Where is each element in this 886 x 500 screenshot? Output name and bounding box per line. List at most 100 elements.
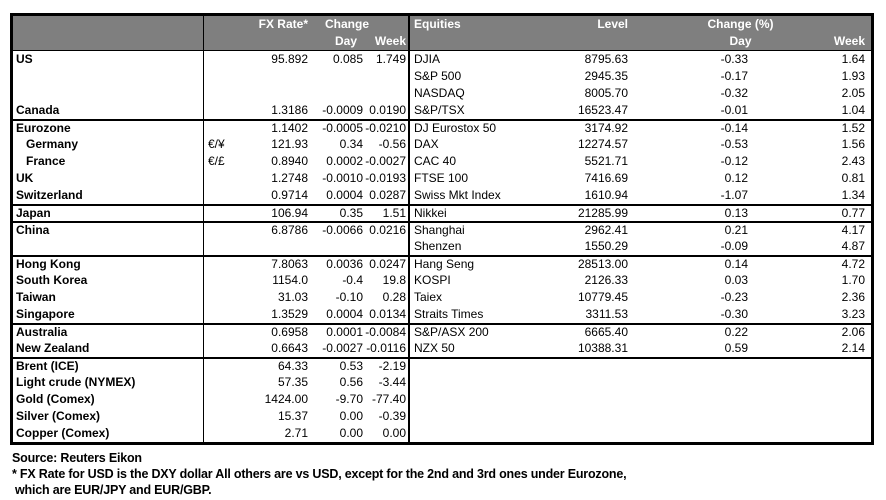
fx-row-label: South Korea xyxy=(13,272,204,289)
fx-row-label xyxy=(13,85,204,102)
fx-day-change-value: 0.0001 xyxy=(326,325,363,339)
currency-pair-symbol xyxy=(204,121,238,136)
equity-table-row: KOSPI 2126.33 0.03 1.70 xyxy=(410,272,871,289)
fx-table-row: Taiwan 31.03 -0.10 0.28 xyxy=(13,289,408,306)
fx-row-label: Brent (ICE) xyxy=(13,359,204,374)
equity-week-change-value xyxy=(748,374,871,391)
equity-table-row: Straits Times 3311.53 -0.30 3.23 xyxy=(410,306,871,323)
equities-table: Equities Level Change (%) Day Week DJIA … xyxy=(410,16,871,442)
fx-table-row xyxy=(13,85,408,102)
fx-table-row: Singapore 1.3529 0.0004 0.0134 xyxy=(13,306,408,323)
equity-week-change-value xyxy=(748,359,871,374)
equity-week-change-value: 2.36 xyxy=(841,290,865,304)
fx-table-row: South Korea 1154.0 -0.4 19.8 xyxy=(13,272,408,289)
equity-index-name: Nikkei xyxy=(414,206,447,220)
fx-week-change-value: -0.0116 xyxy=(366,341,406,355)
currency-pair-symbol xyxy=(204,408,238,425)
fx-change-column-header: Change xyxy=(324,17,369,31)
fx-table-body: US 95.892 0.085 1.749 Canada 1.3186 -0.0… xyxy=(13,51,408,442)
fx-day-change-value: 0.0004 xyxy=(326,188,363,202)
fx-week-change-value: 1.51 xyxy=(382,206,406,220)
fx-row-label: Japan xyxy=(13,206,204,221)
equity-index-name xyxy=(410,359,560,374)
equity-level-value: 3174.92 xyxy=(584,121,628,135)
fx-week-change-value xyxy=(363,68,408,85)
currency-pair-symbol xyxy=(204,325,238,340)
fx-week-change-value: -0.0084 xyxy=(365,325,406,339)
fx-header-blank xyxy=(13,16,204,33)
fx-rate-footnote: * FX Rate for USD is the DXY dollar All … xyxy=(12,467,627,481)
fx-rate-value: 2.71 xyxy=(284,426,308,440)
equity-table-row: Nikkei 21285.99 0.13 0.77 xyxy=(410,204,871,221)
fx-rate-value: 1.3186 xyxy=(271,103,308,117)
fx-week-change-value xyxy=(363,85,408,102)
equity-level-value: 2962.41 xyxy=(584,223,628,237)
equity-index-name xyxy=(410,374,560,391)
equity-table-row: Shanghai 2962.41 0.21 4.17 xyxy=(410,221,871,238)
equity-day-change-value xyxy=(628,425,748,442)
equity-index-name: CAC 40 xyxy=(414,154,457,168)
fx-rate-value: 57.35 xyxy=(277,375,308,389)
equity-table-row: S&P 500 2945.35 -0.17 1.93 xyxy=(410,68,871,85)
fx-row-label: Light crude (NYMEX) xyxy=(13,374,204,391)
currency-pair-symbol xyxy=(204,425,238,442)
equity-index-name: DAX xyxy=(414,137,439,151)
fx-day-change-value xyxy=(308,85,363,102)
equity-level-value xyxy=(560,408,628,425)
fx-week-change-value: -0.39 xyxy=(378,409,406,423)
equity-day-change-value: 0.22 xyxy=(724,325,748,339)
fx-rate-column-header: FX Rate* xyxy=(258,17,308,31)
equity-level-value: 21285.99 xyxy=(577,206,628,220)
equity-week-change-value: 1.34 xyxy=(841,188,865,202)
change-pct-column-header: Change (%) xyxy=(707,17,774,31)
fx-rate-value: 0.6958 xyxy=(271,325,308,339)
equity-week-change-value: 0.77 xyxy=(841,206,865,220)
equity-index-name: Swiss Mkt Index xyxy=(414,188,501,202)
equity-index-name xyxy=(410,408,560,425)
equity-table-row: Hang Seng 28513.00 0.14 4.72 xyxy=(410,255,871,272)
fx-day-change-value: 0.53 xyxy=(339,359,363,373)
fx-week-change-value: 19.8 xyxy=(382,273,406,287)
currency-pair-symbol xyxy=(204,102,238,119)
equity-level-value xyxy=(560,425,628,442)
equity-day-change-value: -0.09 xyxy=(720,239,748,253)
equity-table-row xyxy=(410,425,871,442)
fx-row-label: New Zealand xyxy=(13,340,204,357)
equity-table-row xyxy=(410,374,871,391)
fx-rate-footnote-cont: which are EUR/JPY and EUR/GBP. xyxy=(15,483,212,497)
equity-week-change-value: 2.05 xyxy=(841,86,865,100)
currency-pair-symbol xyxy=(204,223,238,238)
fx-rate-value: 6.8786 xyxy=(271,223,308,237)
fx-rate-value: 121.93 xyxy=(271,137,308,151)
fx-day-change-value: -9.70 xyxy=(335,392,363,406)
equity-index-name: NASDAQ xyxy=(414,86,465,100)
fx-day-change-value xyxy=(308,68,363,85)
equity-level-value: 7416.69 xyxy=(584,171,628,185)
equity-index-name: S&P/ASX 200 xyxy=(414,325,489,339)
equity-index-name: S&P/TSX xyxy=(414,103,465,117)
equities-column-header: Equities xyxy=(414,17,461,31)
fx-table-row xyxy=(13,238,408,255)
equity-index-name: S&P 500 xyxy=(414,69,462,83)
currency-pair-symbol xyxy=(204,306,238,323)
equity-table-row: FTSE 100 7416.69 0.12 0.81 xyxy=(410,170,871,187)
fx-week-change-value: 0.00 xyxy=(382,426,406,440)
fx-day-change-value: -0.10 xyxy=(335,290,363,304)
equities-week-column-header: Week xyxy=(833,34,865,48)
currency-pair-symbol xyxy=(204,257,238,272)
equity-week-change-value: 4.87 xyxy=(841,239,865,253)
currency-pair-symbol xyxy=(204,391,238,408)
fx-table-row: Hong Kong 7.8063 0.0036 0.0247 xyxy=(13,255,408,272)
equity-day-change-value: -0.33 xyxy=(720,52,748,66)
equity-table-row: Taiex 10779.45 -0.23 2.36 xyxy=(410,289,871,306)
fx-row-label: China xyxy=(13,223,204,238)
equity-level-value: 8795.63 xyxy=(584,52,628,66)
equities-table-header: Equities Level Change (%) Day Week xyxy=(410,16,871,51)
fx-table-row: Eurozone 1.1402 -0.0005 -0.0210 xyxy=(13,119,408,136)
fx-week-change-value: 0.0216 xyxy=(369,223,406,237)
equity-index-name: DJIA xyxy=(414,52,441,66)
fx-row-label: US xyxy=(13,51,204,68)
equity-week-change-value xyxy=(748,425,871,442)
fx-day-change-value: -0.0009 xyxy=(322,103,363,117)
fx-row-label: Germany xyxy=(13,136,204,153)
